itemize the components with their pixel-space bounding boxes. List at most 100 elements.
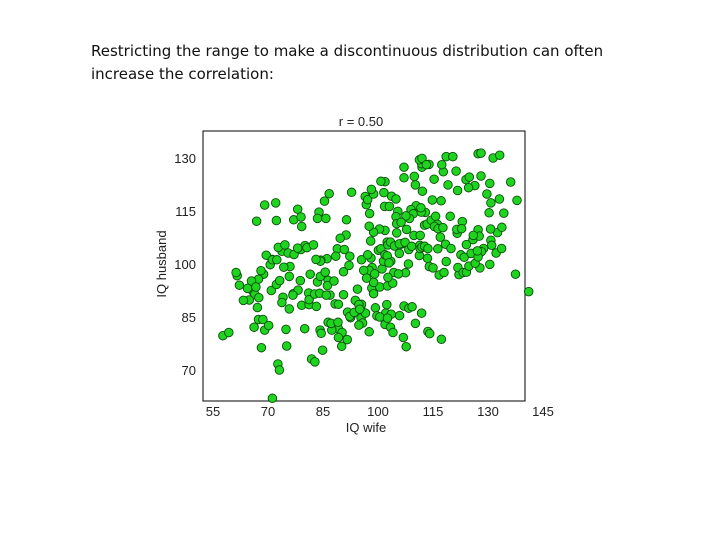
data-point — [382, 299, 392, 310]
data-point — [305, 269, 315, 279]
data-point — [272, 255, 282, 265]
data-point — [254, 292, 264, 303]
data-point — [510, 269, 521, 279]
data-point — [238, 295, 249, 306]
data-point — [379, 187, 389, 198]
data-point — [308, 240, 319, 250]
data-point — [319, 196, 330, 206]
data-point — [362, 194, 373, 205]
data-point — [443, 180, 453, 190]
data-point — [484, 208, 494, 218]
data-point — [320, 267, 330, 277]
data-point — [416, 203, 426, 213]
x-tick-label: 55 — [206, 404, 220, 419]
data-point — [259, 200, 270, 210]
data-point — [335, 233, 345, 243]
data-point — [445, 211, 455, 222]
data-point — [249, 322, 259, 332]
data-point — [311, 254, 321, 265]
data-point — [388, 327, 398, 338]
data-point — [321, 290, 332, 300]
data-point — [342, 334, 352, 345]
caption-line-2: increase the correlation: — [91, 65, 274, 83]
data-point — [274, 365, 285, 375]
data-point — [341, 215, 352, 225]
data-point — [468, 230, 479, 241]
data-point — [421, 159, 432, 170]
data-point — [494, 150, 505, 160]
data-point — [296, 221, 307, 232]
data-point — [321, 213, 331, 224]
data-point — [365, 236, 376, 246]
data-point — [439, 267, 449, 278]
data-point — [368, 288, 379, 299]
data-point — [375, 312, 385, 322]
data-point — [482, 189, 492, 199]
data-point — [331, 251, 341, 261]
data-point — [401, 341, 411, 352]
data-point — [280, 240, 290, 250]
data-point — [383, 272, 393, 283]
data-point — [391, 194, 401, 204]
data-point — [251, 282, 261, 292]
data-point — [407, 302, 417, 312]
data-point — [382, 313, 393, 323]
data-point — [436, 334, 447, 345]
data-point — [496, 243, 507, 254]
data-point — [333, 332, 344, 343]
data-point — [339, 244, 350, 255]
data-point — [448, 151, 458, 162]
data-point — [384, 258, 394, 268]
data-point — [463, 182, 474, 193]
data-point — [476, 171, 486, 181]
data-point — [251, 216, 262, 226]
data-point — [505, 177, 516, 187]
data-point — [461, 239, 472, 250]
data-point — [369, 269, 380, 279]
data-point — [284, 304, 295, 314]
data-point — [310, 357, 320, 367]
data-point — [464, 172, 475, 182]
x-tick-label: 145 — [532, 404, 554, 419]
data-point — [398, 332, 409, 343]
data-point — [354, 304, 365, 314]
data-points — [218, 148, 534, 404]
data-point — [266, 285, 277, 296]
data-point — [472, 246, 483, 256]
data-point — [296, 212, 306, 222]
data-point — [288, 290, 298, 300]
x-tick-label: 130 — [477, 404, 499, 419]
data-point — [263, 320, 274, 331]
caption-line-1: Restricting the range to make a disconti… — [91, 42, 604, 60]
data-point — [401, 224, 412, 235]
data-point — [391, 228, 402, 238]
data-point — [356, 255, 367, 265]
data-point — [399, 173, 409, 183]
y-tick-label: 100 — [174, 257, 196, 272]
data-point — [494, 194, 505, 204]
data-point — [256, 342, 267, 353]
x-tick-label: 115 — [423, 404, 444, 419]
data-point — [437, 159, 447, 170]
data-point — [258, 314, 268, 325]
y-axis-label: IQ husband — [154, 230, 169, 297]
data-point — [410, 180, 421, 190]
data-point — [429, 174, 439, 184]
data-point — [299, 323, 310, 334]
y-tick-label: 70 — [182, 363, 196, 378]
data-point — [485, 224, 496, 234]
data-point — [433, 244, 443, 254]
data-point — [446, 243, 456, 254]
data-point — [271, 215, 282, 226]
y-tick-label: 115 — [175, 204, 196, 219]
data-point — [406, 241, 417, 252]
data-point — [416, 308, 427, 318]
data-point — [428, 263, 438, 273]
data-point — [295, 275, 306, 286]
data-point — [304, 294, 314, 305]
data-point — [438, 222, 448, 233]
data-point — [394, 310, 405, 321]
data-point — [292, 243, 303, 253]
chart-title: r = 0.50 — [339, 114, 383, 129]
data-point — [329, 276, 339, 286]
